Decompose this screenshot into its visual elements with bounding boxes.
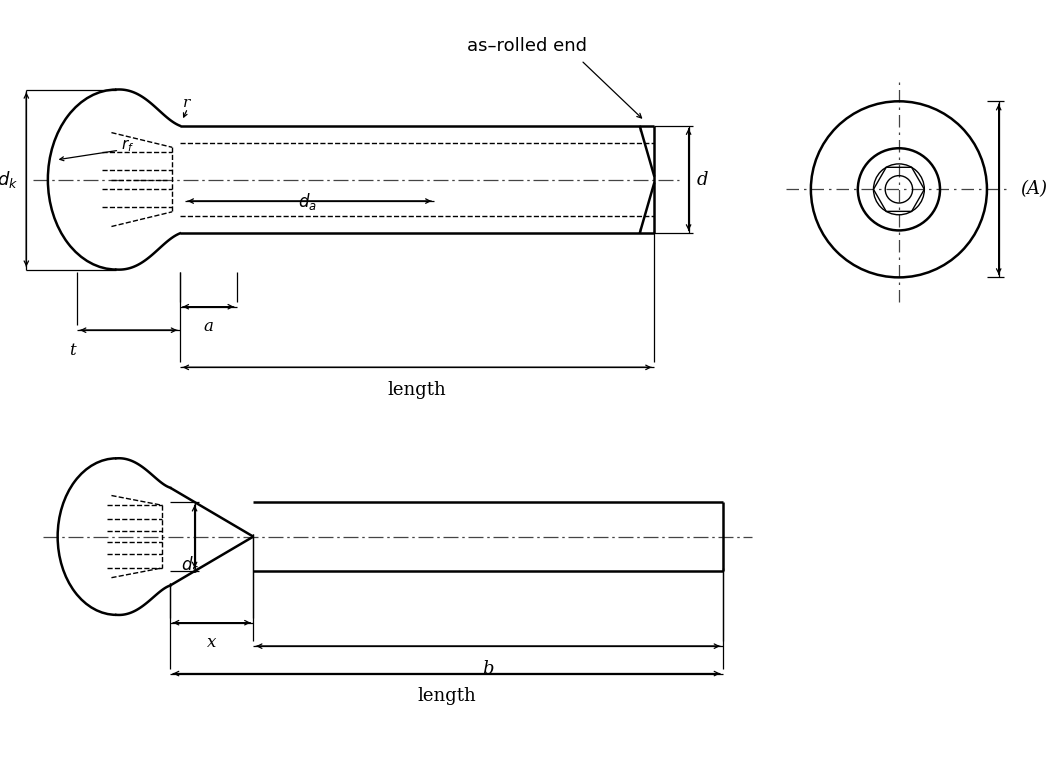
Text: (A): (A) xyxy=(1021,180,1047,198)
Text: a: a xyxy=(204,319,213,336)
Text: $r_f$: $r_f$ xyxy=(121,137,134,154)
Text: length: length xyxy=(417,687,476,705)
Text: $d_s$: $d_s$ xyxy=(181,554,198,575)
Text: $d_a$: $d_a$ xyxy=(297,190,316,211)
Text: length: length xyxy=(387,381,446,399)
Text: x: x xyxy=(207,634,216,651)
Text: d: d xyxy=(696,170,708,189)
Text: $d_k$: $d_k$ xyxy=(0,169,19,190)
Text: t: t xyxy=(69,342,76,359)
Text: r: r xyxy=(183,96,190,110)
Text: b: b xyxy=(482,660,494,678)
Text: as–rolled end: as–rolled end xyxy=(467,37,587,55)
